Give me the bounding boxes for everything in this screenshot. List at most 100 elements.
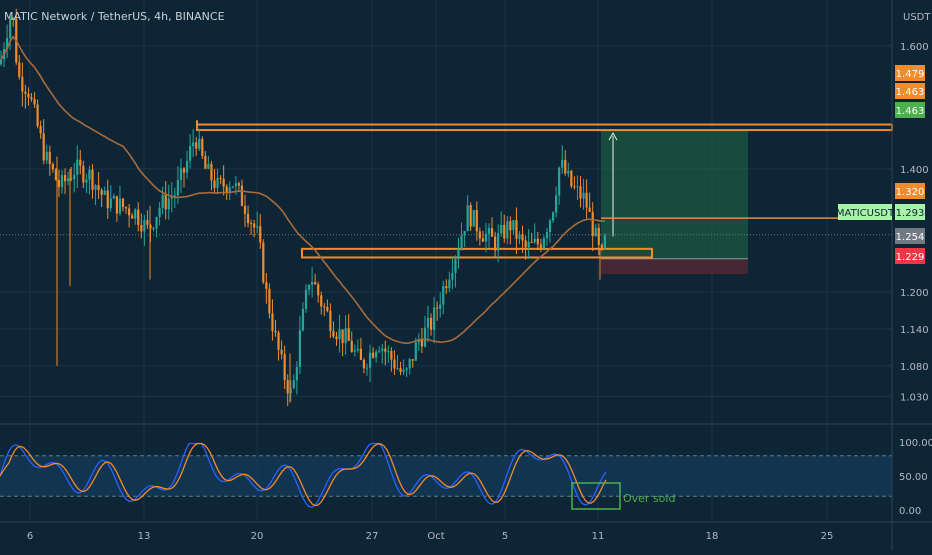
candle-body xyxy=(597,227,600,245)
time-tick-label: 6 xyxy=(27,531,33,542)
candle-body xyxy=(164,194,167,210)
candle-body xyxy=(484,233,488,242)
candle-body xyxy=(30,97,33,100)
candle-body xyxy=(198,138,201,149)
candle-body xyxy=(195,142,198,149)
candle-body xyxy=(472,210,475,227)
time-tick-label: 11 xyxy=(592,531,605,542)
time-tick-label: 27 xyxy=(366,531,379,542)
candle-body xyxy=(189,146,192,161)
candle-body xyxy=(67,178,70,182)
candle-body xyxy=(338,329,341,340)
candle-body xyxy=(268,288,271,314)
candle-body xyxy=(368,352,372,368)
candle-body xyxy=(429,317,433,330)
candle-body xyxy=(372,352,375,358)
candle-body xyxy=(494,236,497,251)
candle-body xyxy=(207,163,210,169)
oscillator-band-fill xyxy=(0,455,892,497)
candle-body xyxy=(564,159,567,174)
candle-body xyxy=(347,328,350,341)
candle-body xyxy=(36,104,39,127)
candle-body xyxy=(60,175,64,188)
price-tag xyxy=(895,102,925,118)
candle-body xyxy=(246,213,250,224)
candle-body xyxy=(414,342,417,361)
candle-body xyxy=(475,210,478,232)
price-tick-label: 1.080 xyxy=(900,362,929,373)
candle-body xyxy=(146,220,149,225)
price-tag-label: 1.463 xyxy=(896,87,925,98)
candle-body xyxy=(365,367,369,369)
candle-body xyxy=(213,180,216,189)
candle-body xyxy=(433,307,436,330)
candle-body xyxy=(518,234,521,239)
candle-body xyxy=(94,185,97,190)
oversold-annotation: Over sold xyxy=(623,492,676,505)
candle-body xyxy=(539,244,542,249)
chart-title: MATIC Network / TetherUS, 4h, BINANCE xyxy=(4,10,225,23)
candle-body xyxy=(91,169,94,190)
price-tag xyxy=(895,83,925,99)
candle-body xyxy=(118,198,122,214)
candle-body xyxy=(225,186,228,193)
candle-body xyxy=(256,226,259,228)
candle-body xyxy=(561,159,564,168)
candle-body xyxy=(143,220,146,232)
candle-body xyxy=(442,286,445,305)
candle-body xyxy=(76,159,79,175)
time-tick-label: 25 xyxy=(821,531,834,542)
candle-body xyxy=(555,195,558,213)
candle-body xyxy=(567,170,570,174)
candle-body xyxy=(317,284,320,296)
loss-zone xyxy=(601,258,748,275)
candle-body xyxy=(240,185,244,206)
candle-body xyxy=(448,279,451,289)
moving-average xyxy=(0,35,605,345)
candle-body xyxy=(454,258,457,273)
candle-body xyxy=(335,336,338,340)
price-tick-label: 1.400 xyxy=(900,165,929,176)
candle-body xyxy=(466,205,469,232)
candle-body xyxy=(192,142,195,147)
candle-body xyxy=(103,190,106,195)
candle-body xyxy=(460,235,463,250)
candle-body xyxy=(265,282,268,289)
stoch-d-line xyxy=(0,442,607,507)
candle-body xyxy=(234,183,237,187)
candle-body xyxy=(173,195,176,197)
time-tick-label: Oct xyxy=(427,531,444,542)
candle-body xyxy=(131,215,134,219)
candle-body xyxy=(506,221,509,239)
candle-body xyxy=(573,186,576,188)
candle-body xyxy=(344,328,347,344)
candle-body xyxy=(140,224,143,232)
oscillator-background xyxy=(0,455,892,497)
price-tag xyxy=(895,248,925,264)
candle-body xyxy=(0,59,3,65)
candle-body xyxy=(521,234,524,241)
price-tick-label: 1.140 xyxy=(900,325,929,336)
candle-body xyxy=(292,380,295,389)
price-tag-label: 1.229 xyxy=(896,252,925,263)
candle-body xyxy=(39,126,42,134)
candle-body xyxy=(307,284,311,290)
candle-body xyxy=(311,282,314,285)
candle-body xyxy=(97,185,100,191)
candle-body xyxy=(304,289,308,310)
candle-body xyxy=(124,207,128,209)
candle-body xyxy=(283,354,286,381)
candle-body xyxy=(399,368,402,372)
candle-body xyxy=(152,228,155,230)
candle-body xyxy=(112,196,115,199)
candle-body xyxy=(545,232,549,239)
candle-body xyxy=(201,138,204,156)
candle-body xyxy=(533,238,536,243)
candle-body xyxy=(63,175,67,182)
price-tick-label: 1.030 xyxy=(900,393,929,404)
candle-body xyxy=(585,192,588,208)
candle-body xyxy=(253,223,256,228)
